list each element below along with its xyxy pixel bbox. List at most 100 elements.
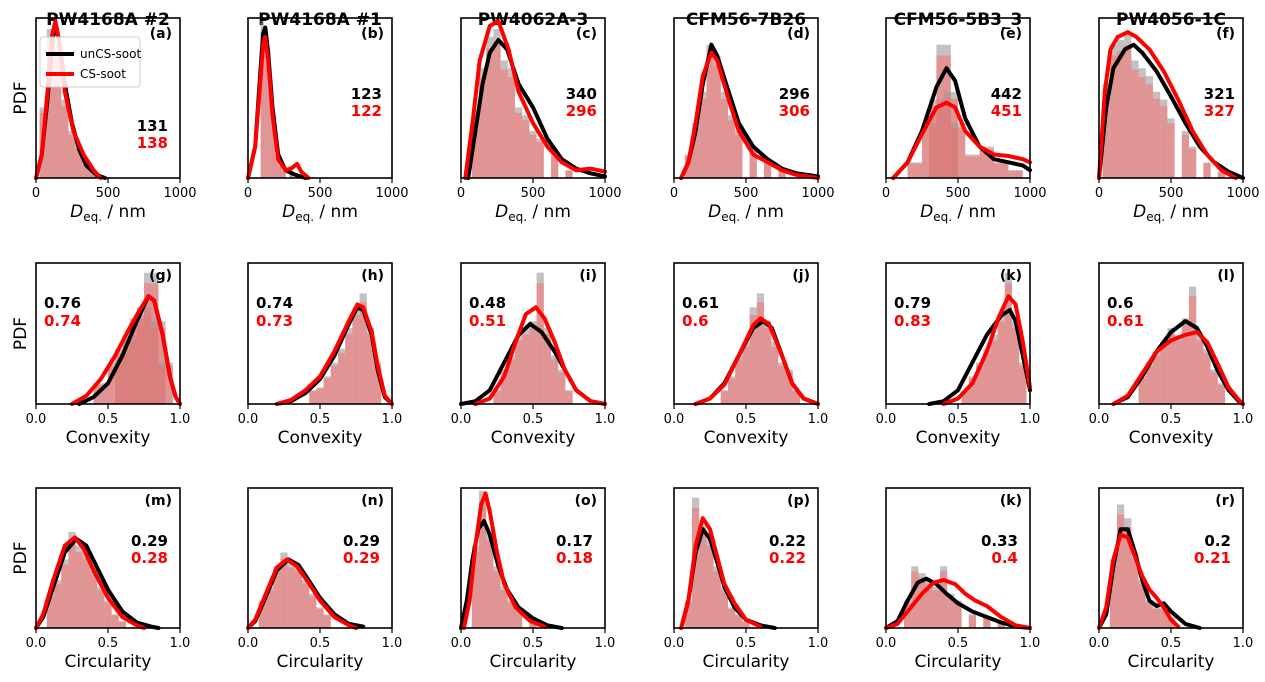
x-tick-label: 0 bbox=[1095, 186, 1103, 201]
curve-cs-soot bbox=[34, 535, 146, 630]
x-tick-label: 0.5 bbox=[1161, 412, 1182, 427]
hist-bar-cs bbox=[264, 55, 268, 178]
hist-bar-cs bbox=[932, 590, 940, 628]
x-tick-label: 1.0 bbox=[808, 412, 829, 427]
hist-bar-cs bbox=[479, 501, 487, 628]
x-tick-label: 0.5 bbox=[523, 412, 544, 427]
hist-bar-cs bbox=[1153, 609, 1161, 628]
hist-bar-cs bbox=[965, 156, 980, 178]
hist-bar-cs bbox=[551, 156, 559, 178]
hist-bar-cs bbox=[940, 571, 948, 628]
hist-bar-cs bbox=[289, 173, 293, 178]
hist-bar-cs bbox=[359, 302, 367, 404]
x-axis-label: Circularity bbox=[65, 652, 152, 672]
column-title: CFM56-5B3_3 bbox=[894, 10, 1023, 30]
hist-bar-cs bbox=[309, 596, 317, 628]
value-cs: 0.4 bbox=[991, 549, 1018, 567]
hist-bar-cs bbox=[1153, 98, 1161, 178]
panel-label: (m) bbox=[145, 493, 172, 509]
x-tick-label: 1.0 bbox=[382, 636, 403, 651]
x-tick-label: 1000 bbox=[375, 186, 408, 201]
curve-cs-soot bbox=[1111, 330, 1245, 406]
hist-bar-cs bbox=[756, 302, 764, 404]
hist-bar-cs bbox=[684, 602, 692, 628]
value-uncs: 0.6 bbox=[1107, 294, 1134, 312]
value-uncs: 296 bbox=[779, 85, 810, 103]
panel-label: (g) bbox=[149, 268, 172, 284]
x-tick-label: 0.0 bbox=[876, 636, 897, 651]
hist-bar-cs bbox=[75, 149, 83, 178]
column-title: CFM56-7B26 bbox=[686, 10, 806, 30]
panel-h: 0.0 0.5 1.0 Convexity (h) 0.740.73 bbox=[238, 262, 402, 448]
hist-bar-cs bbox=[493, 40, 501, 178]
legend-label-uncs: unCS-soot bbox=[80, 47, 141, 61]
hist-bar-cs bbox=[968, 378, 976, 404]
x-tick-label: 0.0 bbox=[26, 636, 47, 651]
hist-bar-cs bbox=[507, 359, 515, 404]
hist-bar-cs bbox=[997, 622, 1005, 628]
hist-bar-cs bbox=[471, 120, 479, 178]
hist-bar-cs bbox=[976, 365, 984, 404]
value-cs: 0.18 bbox=[556, 549, 593, 567]
hist-bar-cs bbox=[507, 77, 515, 178]
hist-bar-cs bbox=[1160, 105, 1168, 178]
hist-bar-cs bbox=[1174, 340, 1182, 404]
hist-bar-cs bbox=[968, 615, 976, 628]
hist-bar-cs bbox=[1138, 583, 1146, 628]
value-uncs: 0.29 bbox=[131, 532, 168, 550]
hist-bar-cs bbox=[294, 571, 302, 628]
hist-bar-cs bbox=[1004, 283, 1012, 404]
value-uncs: 0.22 bbox=[769, 532, 806, 550]
hist-bar-cs bbox=[1109, 55, 1117, 178]
hist-bar-cs bbox=[507, 602, 515, 628]
hist-bar-cs bbox=[997, 321, 1005, 404]
panel-m: 0.0 0.5 1.0 Circularity (m) 0.290.28 bbox=[26, 487, 190, 672]
hist-bar-cs bbox=[471, 552, 479, 628]
hist-bar-cs bbox=[954, 602, 962, 628]
hist-bar-cs bbox=[735, 134, 743, 178]
panel-label: (h) bbox=[361, 268, 384, 284]
panel-k: 0.0 0.5 1.0 Convexity (k) 0.790.83 bbox=[876, 262, 1040, 448]
hist-bar-cs bbox=[684, 156, 692, 178]
hist-bar-cs bbox=[374, 365, 382, 404]
x-tick-label: 1000 bbox=[588, 186, 621, 201]
hist-bar-cs bbox=[990, 340, 998, 404]
hist-bar-cs bbox=[271, 127, 275, 178]
panel-label: (e) bbox=[1000, 26, 1022, 42]
panel-label: (o) bbox=[575, 493, 597, 509]
hist-bar-cs bbox=[287, 567, 295, 628]
hist-bar-cs bbox=[706, 545, 714, 628]
panel-label: (b) bbox=[361, 26, 384, 42]
hist-bar-cs bbox=[994, 163, 1009, 178]
hist-bar-cs bbox=[1196, 340, 1204, 404]
legend-label-cs: CS-soot bbox=[80, 67, 126, 81]
hist-bar-cs bbox=[1167, 334, 1175, 404]
hist-bar-cs bbox=[82, 163, 90, 178]
hist-bar-cs bbox=[515, 113, 523, 178]
x-tick-label: 0.0 bbox=[238, 636, 259, 651]
hist-bar-cs bbox=[338, 353, 346, 404]
x-axis-label: Circularity bbox=[1128, 652, 1215, 672]
x-tick-label: 1.0 bbox=[1020, 636, 1041, 651]
hist-bar-cs bbox=[68, 539, 76, 628]
hist-bar-cs bbox=[1117, 51, 1125, 178]
x-tick-label: 0.5 bbox=[523, 636, 544, 651]
hist-bar-cs bbox=[316, 609, 324, 628]
x-tick-label: 1.0 bbox=[170, 412, 191, 427]
hist-bar-cs bbox=[792, 391, 800, 404]
value-cs: 0.22 bbox=[769, 549, 806, 567]
value-cs: 296 bbox=[566, 102, 597, 120]
hist-bar-cs bbox=[983, 353, 991, 404]
hist-bar-cs bbox=[536, 283, 544, 404]
x-tick-label: 0.5 bbox=[98, 412, 119, 427]
column-title: PW4168A #1 bbox=[258, 10, 382, 30]
hist-bar-cs bbox=[749, 315, 757, 404]
panel-r: 0.0 0.5 1.0 Circularity (r) 0.20.21 bbox=[1089, 487, 1253, 672]
x-tick-label: 0.5 bbox=[98, 636, 119, 651]
x-tick-label: 1000 bbox=[163, 186, 196, 201]
hist-bar-cs bbox=[907, 163, 922, 178]
hist-bar-cs bbox=[1167, 123, 1175, 178]
hist-bar-cs bbox=[558, 372, 566, 404]
